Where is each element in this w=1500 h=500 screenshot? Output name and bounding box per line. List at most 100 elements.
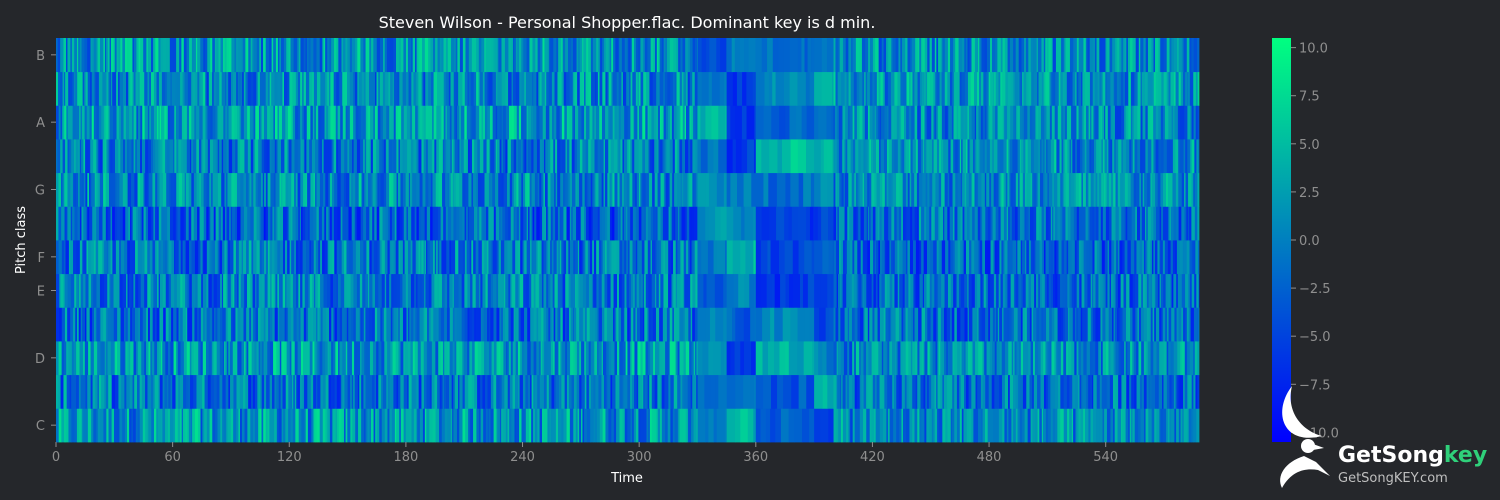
heatmap-cell-F xyxy=(987,240,991,275)
heatmap-cell-C xyxy=(259,408,262,443)
heatmap-cell-C xyxy=(1024,408,1029,443)
heatmap-cell-C# xyxy=(453,374,456,409)
heatmap-cell-A xyxy=(80,105,83,140)
heatmap-cell-C xyxy=(555,408,559,443)
heatmap-cell-G# xyxy=(294,139,299,174)
heatmap-cell-G xyxy=(279,172,282,207)
heatmap-cell-G# xyxy=(104,139,107,174)
heatmap-cell-G# xyxy=(1054,139,1057,174)
heatmap-cell-C# xyxy=(105,374,109,409)
heatmap-cell-F xyxy=(902,240,907,275)
heatmap-cell-C xyxy=(677,408,680,443)
heatmap-cell-E xyxy=(472,273,477,308)
heatmap-cell-C# xyxy=(677,374,681,409)
heatmap-cell-D# xyxy=(487,307,489,342)
heatmap-cell-B xyxy=(556,38,559,73)
heatmap-cell-C# xyxy=(199,374,203,409)
heatmap-cell-D# xyxy=(1120,307,1123,342)
heatmap-cell-E xyxy=(1015,273,1019,308)
heatmap-cell-F xyxy=(410,240,413,275)
heatmap-cell-A xyxy=(725,105,728,140)
heatmap-cell-C# xyxy=(601,374,605,409)
heatmap-cell-F xyxy=(688,240,691,275)
heatmap-cell-G# xyxy=(966,139,968,174)
heatmap-cell-B xyxy=(734,38,741,73)
heatmap-cell-A xyxy=(789,105,797,140)
heatmap-cell-G# xyxy=(917,139,922,174)
heatmap-cell-D xyxy=(158,341,162,376)
heatmap-cell-F xyxy=(1030,240,1034,275)
heatmap-cell-D# xyxy=(407,307,410,342)
heatmap-cell-D xyxy=(251,341,255,376)
heatmap-cell-D xyxy=(593,341,596,376)
heatmap-cell-F# xyxy=(1168,206,1170,241)
heatmap-cell-G# xyxy=(207,139,211,174)
heatmap-cell-G# xyxy=(997,139,1001,174)
heatmap-cell-E xyxy=(596,273,600,308)
heatmap-cell-C# xyxy=(937,374,941,409)
heatmap-cell-D xyxy=(1008,341,1013,376)
heatmap-cell-B xyxy=(336,38,339,73)
heatmap-cell-D# xyxy=(358,307,361,342)
heatmap-cell-C# xyxy=(496,374,500,409)
heatmap-cell-C# xyxy=(1132,374,1135,409)
heatmap-cell-C xyxy=(181,408,184,443)
heatmap-cell-F xyxy=(1116,240,1119,275)
heatmap-cell-D# xyxy=(427,307,429,342)
heatmap-cell-G# xyxy=(617,139,619,174)
heatmap-cell-G xyxy=(255,172,259,207)
heatmap-cell-D xyxy=(935,341,938,376)
heatmap-cell-F# xyxy=(499,206,502,241)
heatmap-cell-E xyxy=(648,273,653,308)
heatmap-cell-E xyxy=(1035,273,1039,308)
heatmap-cell-D xyxy=(273,341,277,376)
heatmap-cell-D xyxy=(576,341,580,376)
heatmap-cell-D xyxy=(965,341,969,376)
heatmap-cell-E xyxy=(1005,273,1008,308)
heatmap-cell-B xyxy=(638,38,641,73)
heatmap-cell-G# xyxy=(933,139,938,174)
heatmap-cell-F# xyxy=(1178,206,1182,241)
heatmap-cell-C xyxy=(355,408,359,443)
heatmap-cell-D# xyxy=(1043,307,1047,342)
heatmap-cell-G# xyxy=(585,139,589,174)
heatmap-cell-F xyxy=(453,240,456,275)
heatmap-cell-C# xyxy=(979,374,982,409)
heatmap-cell-D xyxy=(946,341,949,376)
heatmap-cell-G xyxy=(144,172,149,207)
heatmap-cell-A# xyxy=(508,71,512,106)
heatmap-cell-C xyxy=(245,408,248,443)
heatmap-cell-G xyxy=(938,172,942,207)
heatmap-cell-E xyxy=(292,273,297,308)
heatmap-cell-C xyxy=(563,408,567,443)
heatmap-cell-E xyxy=(96,273,99,308)
heatmap-cell-D# xyxy=(1049,307,1053,342)
heatmap-cell-C xyxy=(192,408,196,443)
heatmap-cell-F# xyxy=(256,206,261,241)
heatmap-cell-F# xyxy=(1048,206,1052,241)
heatmap-cell-A xyxy=(218,105,222,140)
heatmap-cell-A# xyxy=(108,71,110,106)
heatmap-cell-A# xyxy=(280,71,283,106)
heatmap-cell-G# xyxy=(1056,139,1060,174)
heatmap-cell-G xyxy=(1007,172,1010,207)
heatmap-cell-F xyxy=(166,240,169,275)
heatmap-cell-D xyxy=(246,341,249,376)
heatmap-cell-D# xyxy=(978,307,981,342)
heatmap-cell-F# xyxy=(479,206,482,241)
heatmap-cell-F# xyxy=(292,206,297,241)
heatmap-cell-B xyxy=(439,38,442,73)
heatmap-cell-D# xyxy=(1085,307,1089,342)
heatmap-cell-D xyxy=(696,341,698,376)
heatmap-cell-B xyxy=(667,38,671,73)
heatmap-cell-E xyxy=(856,273,859,308)
heatmap-cell-C xyxy=(426,408,430,443)
heatmap-cell-G xyxy=(513,172,517,207)
heatmap-cell-F# xyxy=(202,206,205,241)
heatmap-cell-D# xyxy=(422,307,425,342)
heatmap-cell-B xyxy=(138,38,141,73)
heatmap-cell-F# xyxy=(490,206,495,241)
heatmap-cell-F# xyxy=(867,206,870,241)
heatmap-cell-F xyxy=(294,240,297,275)
heatmap-cell-A xyxy=(489,105,494,140)
